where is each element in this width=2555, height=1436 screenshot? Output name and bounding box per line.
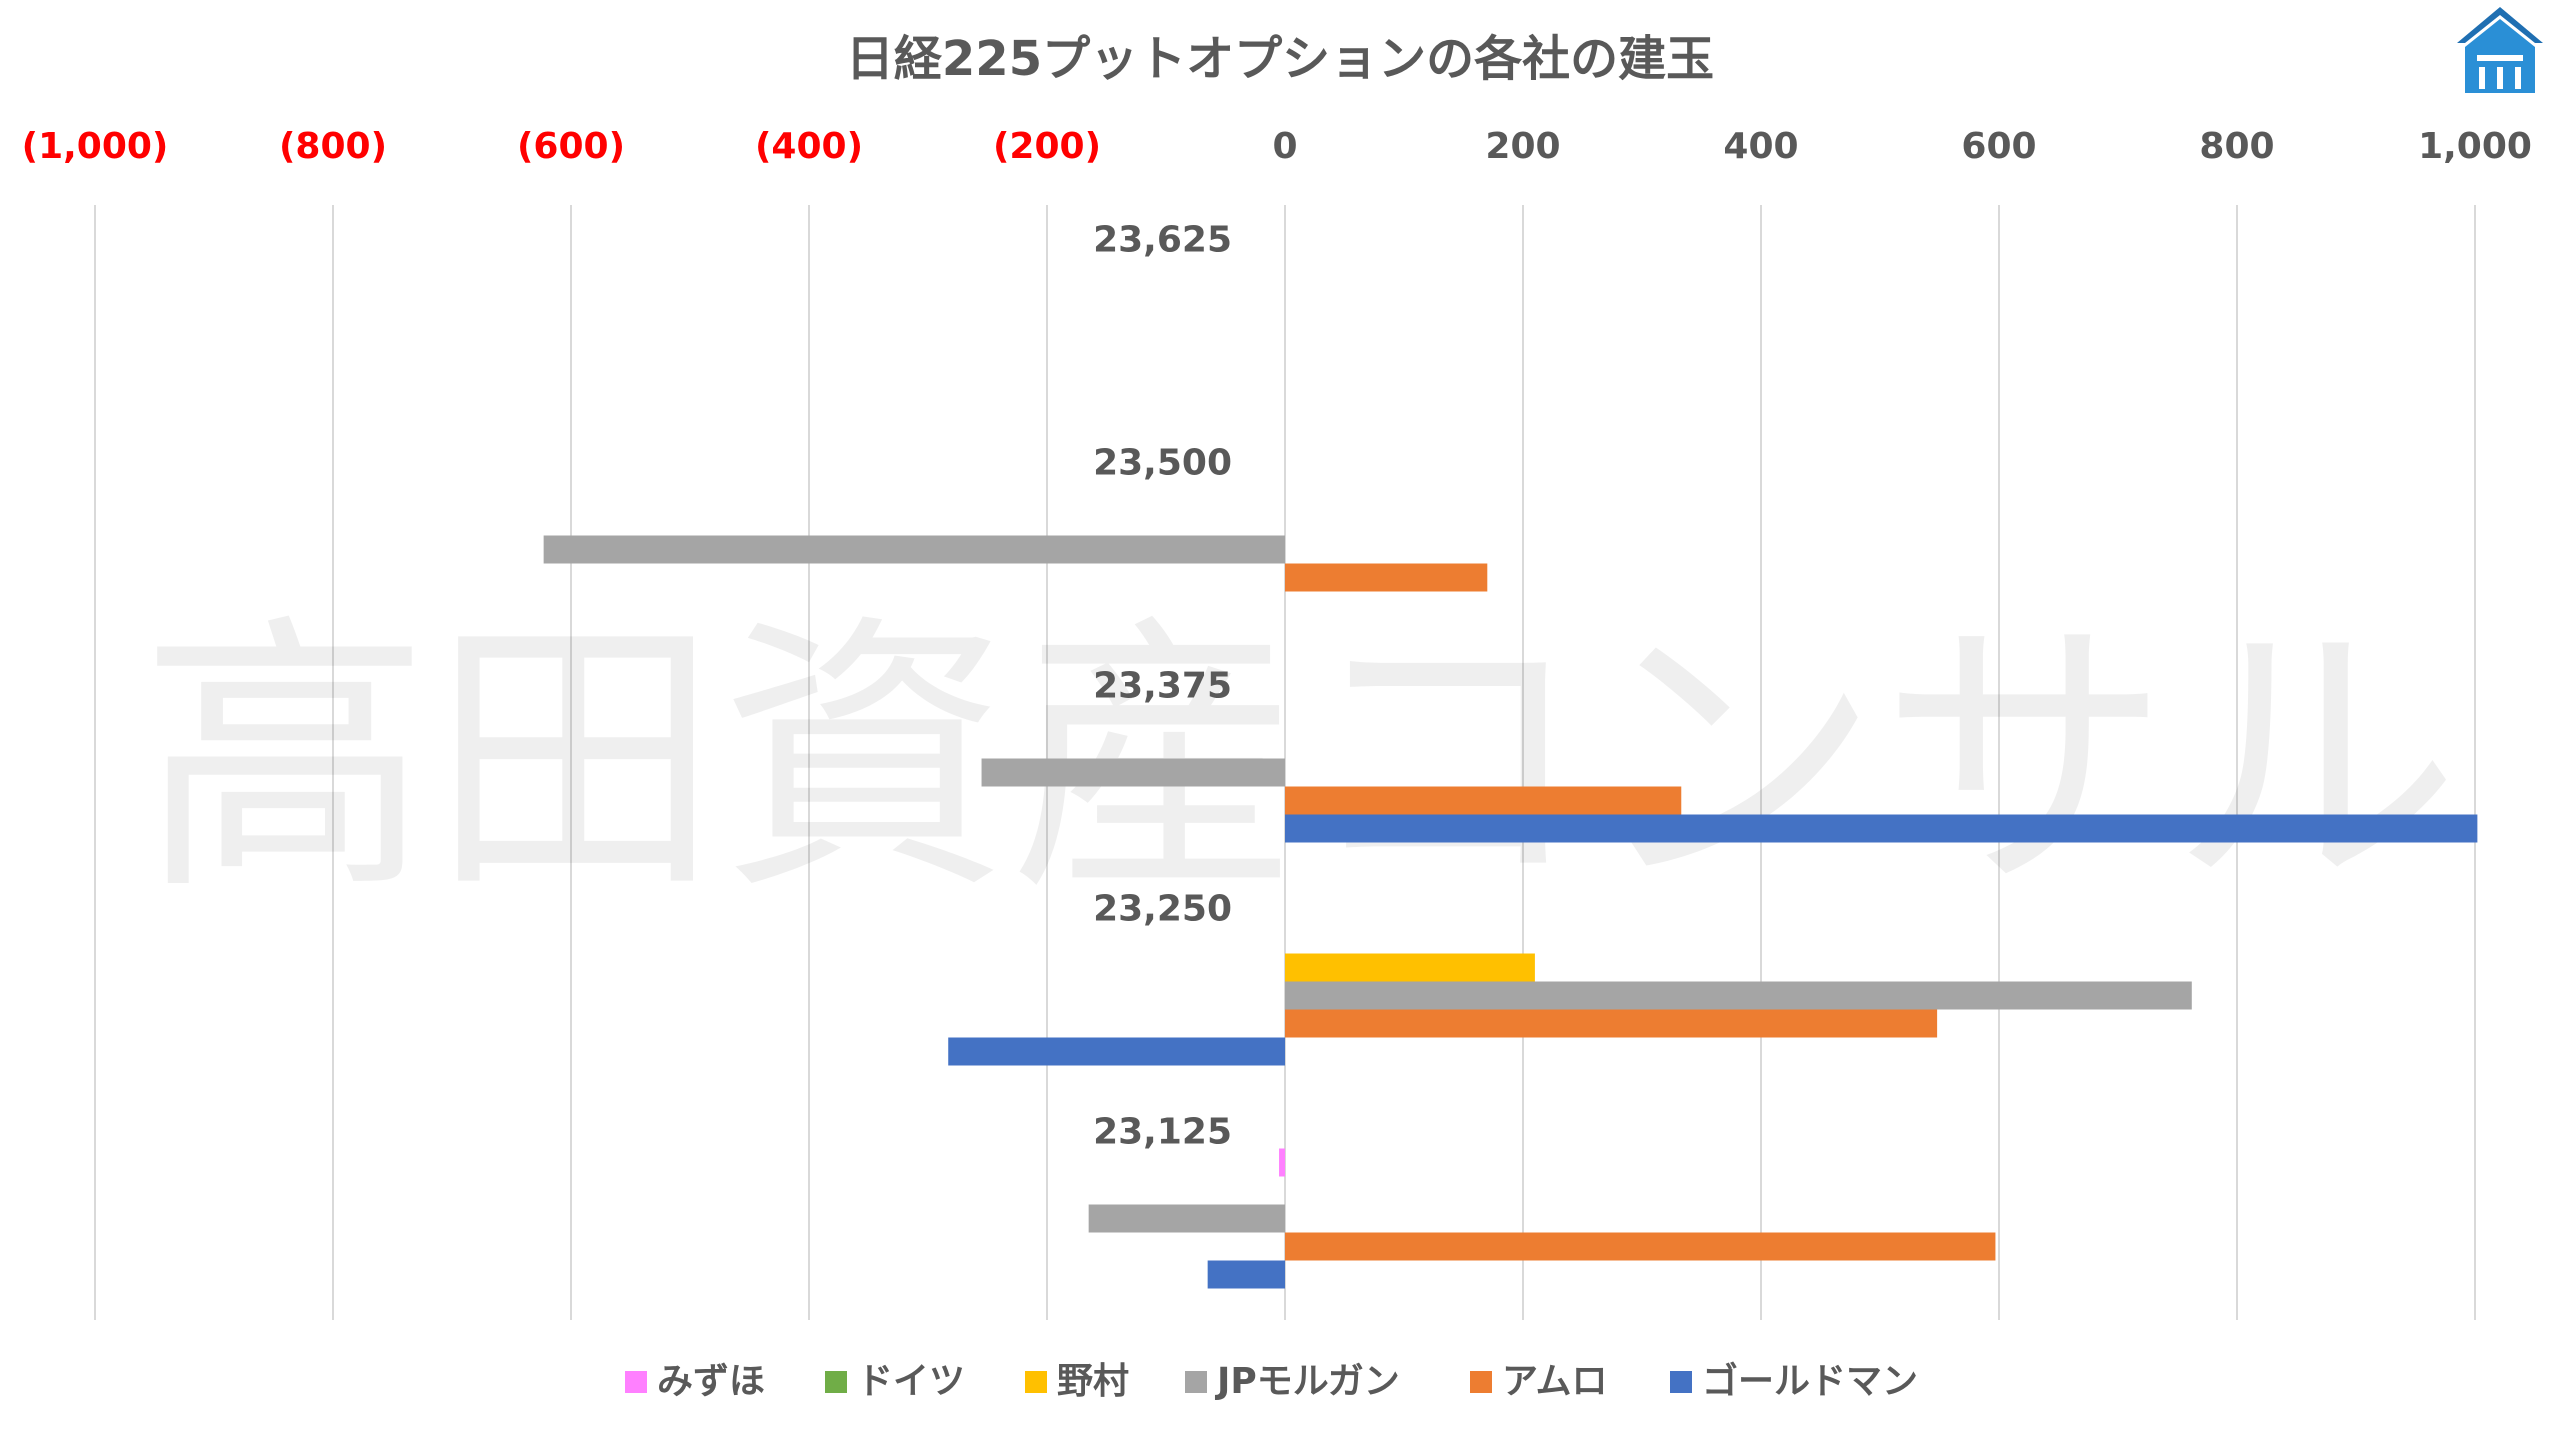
- category-label: 23,125: [1093, 1112, 1232, 1153]
- bar: [1088, 1204, 1285, 1233]
- legend-swatch: [1185, 1371, 1207, 1393]
- x-tick-label: 400: [1723, 126, 1798, 167]
- bars: [543, 535, 2478, 1289]
- legend-label: みずほ: [657, 1361, 765, 1402]
- x-tick-label: (200): [993, 126, 1101, 167]
- bar: [543, 535, 1285, 564]
- legend-label: JPモルガン: [1214, 1361, 1400, 1402]
- x-tick-label: 200: [1485, 126, 1560, 167]
- legend-label: ゴールドマン: [1702, 1360, 1918, 1402]
- category-label: 23,625: [1093, 220, 1232, 261]
- x-tick-labels: (1,000) (800) (600) (400) (200) 0 200 400 600 800…: [22, 126, 2532, 167]
- x-tick-label: (1,000): [22, 126, 169, 167]
- bar: [1285, 1232, 1996, 1261]
- x-tick-label: 0: [1272, 126, 1297, 167]
- legend-swatch: [1470, 1371, 1492, 1393]
- legend-label: アムロ: [1502, 1361, 1607, 1402]
- bar: [1285, 1009, 1938, 1038]
- bar: [1207, 1260, 1285, 1289]
- legend-swatch: [825, 1371, 847, 1393]
- category-labels: 23,625 23,500 23,375 23,250 23,125: [1093, 220, 1232, 1153]
- watermark-text: 高田資産コンサル: [140, 592, 2460, 929]
- chart-title: 日経225プットオプションの各社の建玉: [846, 31, 1714, 87]
- category-label: 23,250: [1093, 889, 1232, 930]
- bar: [1279, 1148, 1285, 1177]
- x-tick-label: (600): [517, 126, 625, 167]
- category-label: 23,500: [1093, 443, 1232, 484]
- x-tick-label: (400): [755, 126, 863, 167]
- legend-swatch: [1670, 1371, 1692, 1393]
- building-logo-icon: [2457, 7, 2543, 93]
- bar: [948, 1037, 1285, 1066]
- x-tick-label: 800: [2199, 126, 2274, 167]
- legend-swatch: [1025, 1371, 1047, 1393]
- bar: [1285, 981, 2192, 1010]
- legend: みずほ ドイツ 野村 JPモルガン アムロ ゴールドマン: [625, 1360, 1918, 1402]
- bar: [1285, 563, 1488, 592]
- bar: [1285, 814, 2478, 843]
- bar: [1285, 953, 1535, 982]
- bar: [981, 758, 1285, 787]
- legend-swatch: [625, 1371, 647, 1393]
- x-tick-label: (800): [279, 126, 387, 167]
- legend-label: 野村: [1057, 1361, 1129, 1402]
- x-tick-label: 600: [1961, 126, 2036, 167]
- legend-label: ドイツ: [857, 1361, 965, 1402]
- x-tick-label: 1,000: [2418, 126, 2532, 167]
- bar: [1285, 786, 1682, 815]
- category-label: 23,375: [1093, 666, 1232, 707]
